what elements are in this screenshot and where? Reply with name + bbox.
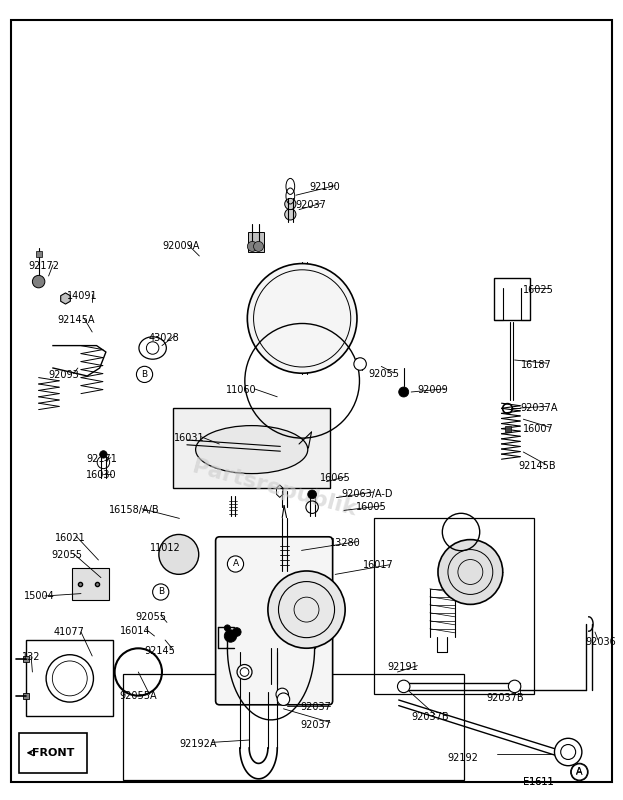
Text: 43028: 43028 [148, 333, 179, 342]
Circle shape [308, 490, 316, 498]
Text: FRONT: FRONT [32, 748, 74, 758]
Text: 92172: 92172 [28, 262, 59, 271]
Circle shape [399, 387, 409, 397]
Circle shape [237, 665, 252, 679]
Text: 92190: 92190 [309, 182, 340, 192]
Text: 92055: 92055 [136, 612, 167, 622]
Text: 92055A: 92055A [120, 691, 157, 701]
Ellipse shape [285, 209, 296, 220]
Text: 13280: 13280 [330, 538, 361, 548]
Text: 92009: 92009 [417, 386, 448, 395]
Circle shape [508, 680, 521, 693]
Circle shape [100, 450, 107, 458]
Text: 16025: 16025 [523, 285, 554, 294]
Circle shape [554, 738, 582, 766]
Circle shape [268, 571, 345, 648]
Text: 92055: 92055 [51, 550, 82, 560]
Bar [248, 232, 264, 252]
Circle shape [397, 680, 410, 693]
Circle shape [227, 556, 244, 572]
FancyBboxPatch shape [216, 537, 333, 705]
Text: 92009A: 92009A [162, 242, 199, 251]
Bar [173, 408, 330, 488]
Text: 92037A: 92037A [521, 403, 558, 413]
Text: 92192A: 92192A [179, 739, 217, 749]
Text: Partsrepublik: Partsrepublik [190, 457, 358, 519]
Bar [19, 733, 87, 773]
Circle shape [254, 242, 264, 251]
Circle shape [247, 242, 257, 251]
Text: B: B [158, 587, 164, 597]
Circle shape [571, 764, 587, 780]
Text: 92093: 92093 [49, 370, 79, 380]
Circle shape [247, 263, 357, 374]
Bar [26, 640, 113, 716]
Text: 92192: 92192 [447, 753, 478, 762]
Circle shape [571, 763, 588, 781]
Text: 16158/A/B: 16158/A/B [109, 506, 159, 515]
Text: 92145A: 92145A [57, 315, 95, 325]
Bar [374, 518, 534, 694]
Text: A: A [232, 559, 239, 569]
Circle shape [224, 625, 231, 631]
Text: 14091: 14091 [67, 291, 98, 301]
Circle shape [224, 630, 237, 642]
Text: 11012: 11012 [150, 543, 180, 553]
Text: 16005: 16005 [356, 502, 386, 512]
Text: 92037: 92037 [300, 720, 331, 730]
Circle shape [438, 540, 503, 604]
Text: 16187: 16187 [521, 360, 551, 370]
Text: 16017: 16017 [363, 560, 393, 570]
Text: E1611: E1611 [523, 777, 554, 786]
Text: A: A [576, 767, 583, 777]
Text: 16065: 16065 [320, 474, 350, 483]
Text: 92036: 92036 [586, 637, 616, 646]
Text: 92037: 92037 [295, 200, 326, 210]
Text: 15004: 15004 [24, 591, 54, 601]
Text: 92055: 92055 [368, 370, 399, 379]
Circle shape [153, 584, 169, 600]
Circle shape [32, 275, 45, 288]
Text: 92145: 92145 [145, 646, 176, 656]
Text: 16030: 16030 [86, 470, 117, 480]
Circle shape [277, 693, 290, 706]
Ellipse shape [285, 198, 296, 210]
Bar [72, 568, 109, 600]
Text: 92063/A-D: 92063/A-D [341, 489, 393, 498]
Bar [123, 674, 464, 780]
Text: 16014: 16014 [120, 626, 150, 636]
Ellipse shape [196, 426, 308, 474]
Text: B: B [141, 370, 148, 379]
Text: 16031: 16031 [174, 434, 205, 443]
Text: 11060: 11060 [226, 386, 257, 395]
Bar [494, 278, 530, 320]
Text: 41077: 41077 [54, 627, 85, 637]
Text: 92145B: 92145B [518, 461, 556, 470]
Text: 92037B: 92037B [411, 712, 449, 722]
Text: 92037: 92037 [300, 702, 331, 712]
Text: E1611: E1611 [523, 777, 554, 786]
Circle shape [354, 358, 366, 370]
Text: 132: 132 [22, 652, 40, 662]
Text: A: A [576, 767, 583, 777]
Circle shape [136, 366, 153, 382]
Text: 92191: 92191 [388, 662, 418, 672]
Circle shape [159, 534, 199, 574]
Text: 92171: 92171 [86, 454, 117, 464]
Text: 92037B: 92037B [486, 693, 523, 702]
Text: 16021: 16021 [55, 533, 85, 542]
Circle shape [232, 628, 241, 636]
Text: 16007: 16007 [523, 424, 554, 434]
Ellipse shape [262, 302, 343, 334]
Circle shape [276, 688, 288, 701]
Ellipse shape [139, 337, 166, 359]
